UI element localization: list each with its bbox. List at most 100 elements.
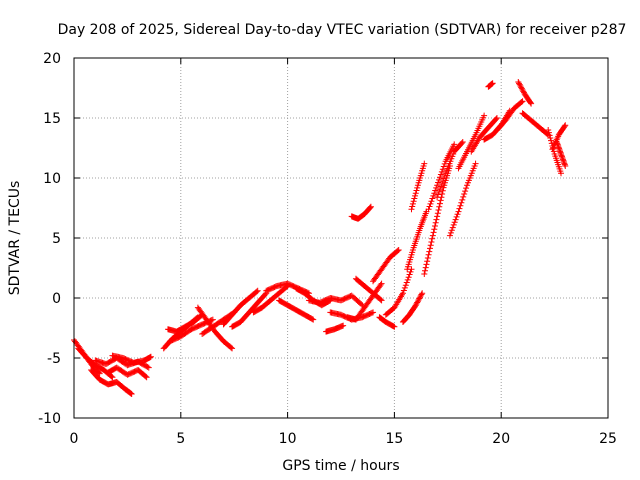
data-point: [440, 175, 447, 182]
data-point: [460, 193, 467, 200]
y-tick-label: 10: [43, 171, 61, 187]
data-point: [489, 80, 496, 87]
data-point: [458, 140, 465, 147]
data-point: [368, 309, 375, 316]
data-point: [404, 276, 411, 283]
data-point: [430, 192, 437, 199]
data-point: [127, 389, 134, 396]
data-point: [439, 191, 446, 197]
data-point: [439, 166, 446, 173]
data-point: [449, 224, 456, 231]
data-point: [127, 390, 134, 397]
data-point: [492, 116, 499, 123]
data-point: [143, 374, 150, 381]
data-point: [515, 79, 522, 85]
data-point: [145, 364, 152, 371]
data-point: [253, 288, 260, 295]
data-point: [433, 184, 440, 191]
data-point: [414, 184, 421, 191]
data-point: [546, 132, 553, 139]
data-point: [516, 81, 523, 88]
data-point: [434, 194, 441, 201]
data-point: [426, 203, 433, 210]
data-point: [435, 207, 442, 213]
data-point: [437, 183, 444, 190]
x-tick-label: 20: [492, 431, 510, 447]
data-point: [435, 191, 442, 198]
data-point: [428, 198, 435, 205]
x-tick-label: 10: [279, 431, 297, 447]
data-point: [340, 322, 347, 329]
data-point: [395, 247, 402, 253]
data-point: [414, 298, 421, 305]
data-point: [434, 213, 441, 220]
data-point: [450, 221, 457, 228]
data-point: [416, 295, 423, 302]
data-point: [410, 198, 417, 205]
data-point: [421, 271, 428, 277]
data-point: [545, 129, 552, 136]
data-point: [425, 206, 432, 213]
data-points: [71, 79, 569, 397]
data-point: [517, 83, 524, 89]
data-point: [447, 229, 454, 236]
data-point: [421, 160, 428, 167]
data-point: [431, 226, 438, 233]
data-point: [433, 216, 440, 223]
data-point: [436, 186, 443, 193]
data-point: [367, 203, 374, 210]
data-point: [440, 163, 447, 170]
data-point: [402, 282, 409, 289]
grid: [74, 58, 608, 418]
y-tick-label: -5: [47, 351, 61, 367]
data-point: [451, 141, 458, 148]
data-point: [548, 137, 555, 144]
y-tick-label: 15: [43, 111, 61, 127]
data-point: [422, 264, 429, 271]
data-point: [209, 316, 216, 323]
data-point: [427, 200, 434, 207]
data-point: [439, 178, 446, 185]
data-point: [208, 317, 215, 324]
data-point: [435, 179, 442, 186]
data-point: [409, 200, 416, 207]
data-point: [562, 122, 569, 129]
data-point: [391, 323, 398, 330]
data-point: [310, 316, 317, 323]
data-point: [147, 353, 154, 360]
data-point: [520, 88, 527, 95]
data-point: [411, 195, 418, 202]
data-point: [446, 232, 453, 239]
data-point: [431, 223, 438, 229]
data-point: [412, 302, 419, 309]
data-point: [415, 296, 422, 303]
data-point: [561, 123, 568, 130]
data-point: [401, 284, 408, 291]
data-point: [422, 267, 429, 274]
data-point: [459, 139, 466, 145]
data-point: [545, 127, 552, 133]
data-point: [455, 208, 462, 215]
data-point: [453, 213, 460, 220]
data-point: [436, 174, 443, 181]
data-point: [394, 247, 401, 254]
y-tick-label: 0: [52, 291, 61, 307]
data-point: [229, 345, 236, 352]
data-point: [456, 205, 463, 212]
data-point: [429, 232, 436, 239]
data-point: [441, 172, 448, 179]
data-point: [96, 370, 103, 377]
data-point: [432, 219, 439, 226]
data-point: [547, 135, 554, 141]
data-point: [377, 296, 384, 303]
data-point: [463, 185, 470, 192]
data-point: [400, 287, 407, 294]
data-point: [424, 255, 431, 261]
data-point: [254, 287, 261, 294]
x-axis-label: GPS time / hours: [282, 458, 399, 474]
data-point: [432, 187, 439, 194]
data-point: [390, 323, 397, 330]
data-point: [457, 202, 464, 209]
x-tick-label: 0: [70, 431, 79, 447]
